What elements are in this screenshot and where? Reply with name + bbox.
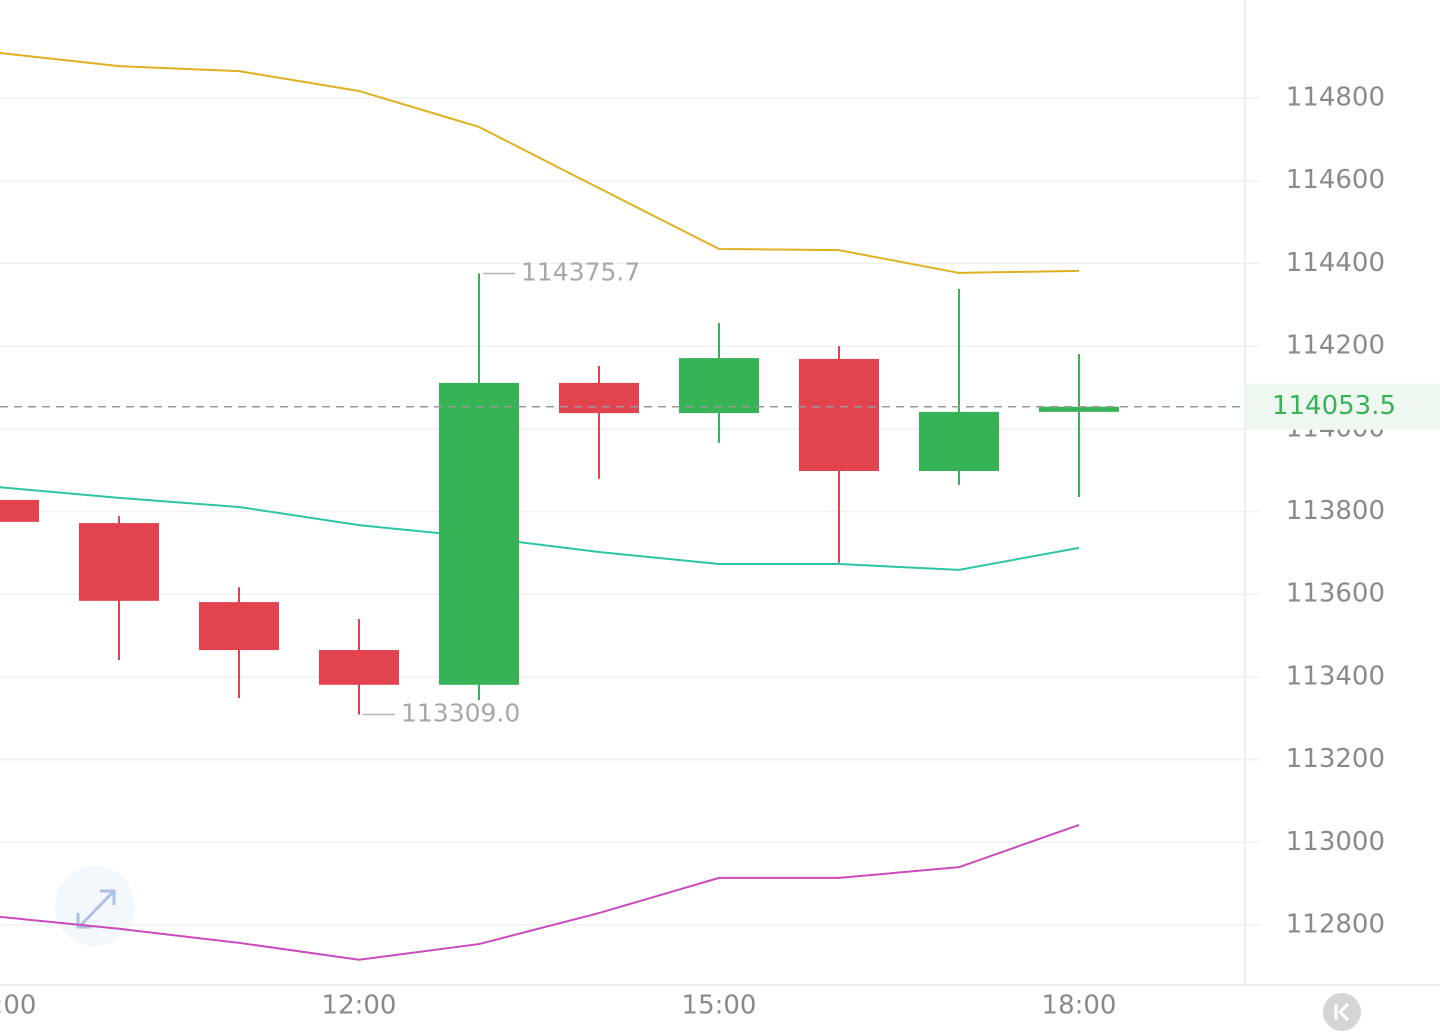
x-tick-label: 18:00 bbox=[1042, 991, 1117, 1021]
scroll-latest-button[interactable] bbox=[1323, 993, 1361, 1031]
axes: 112800 113000 113200 113400 113600 113800 1140… bbox=[0, 83, 1440, 1021]
y-tick-label: 112800 bbox=[1286, 910, 1385, 940]
expand-icon bbox=[76, 889, 116, 929]
overlay-line bbox=[0, 824, 1080, 961]
candle-body bbox=[319, 650, 399, 685]
y-tick-label: 114400 bbox=[1286, 248, 1385, 278]
candle-body bbox=[919, 411, 999, 471]
y-tick-label: 114600 bbox=[1286, 165, 1385, 195]
scroll-latest-icon bbox=[1334, 1002, 1350, 1022]
y-tick-label: 113600 bbox=[1286, 579, 1385, 609]
expand-button[interactable] bbox=[55, 866, 135, 946]
candle-body bbox=[799, 358, 879, 471]
candle-body bbox=[439, 382, 519, 685]
x-tick-label: 09:00 bbox=[0, 991, 36, 1021]
y-tick-label: 113000 bbox=[1286, 827, 1385, 857]
x-tick-label: 12:00 bbox=[322, 991, 397, 1021]
candle-body bbox=[679, 358, 759, 414]
candle-body bbox=[559, 382, 639, 414]
max-label: 114375.7 bbox=[521, 257, 640, 286]
y-tick-label: 113400 bbox=[1286, 661, 1385, 691]
expand-button-bg bbox=[55, 866, 135, 946]
y-tick-label: 114200 bbox=[1286, 331, 1385, 361]
candle-body bbox=[79, 523, 159, 601]
last-price-label: 114053.5 bbox=[1272, 391, 1396, 421]
overlay-line bbox=[0, 486, 1080, 571]
min-label: 113309.0 bbox=[401, 699, 520, 728]
overlay-line bbox=[0, 52, 1080, 274]
last-price-bg bbox=[1245, 383, 1440, 430]
plot: 114375.7 113309.0 bbox=[0, 52, 1260, 961]
candle-body bbox=[1039, 406, 1119, 412]
candle-body bbox=[199, 602, 279, 651]
x-tick-label: 15:00 bbox=[682, 991, 757, 1021]
y-tick-label: 113200 bbox=[1286, 744, 1385, 774]
y-tick-label: 113800 bbox=[1286, 496, 1385, 526]
candle-body bbox=[0, 499, 39, 522]
y-tick-label: 114800 bbox=[1286, 83, 1385, 113]
